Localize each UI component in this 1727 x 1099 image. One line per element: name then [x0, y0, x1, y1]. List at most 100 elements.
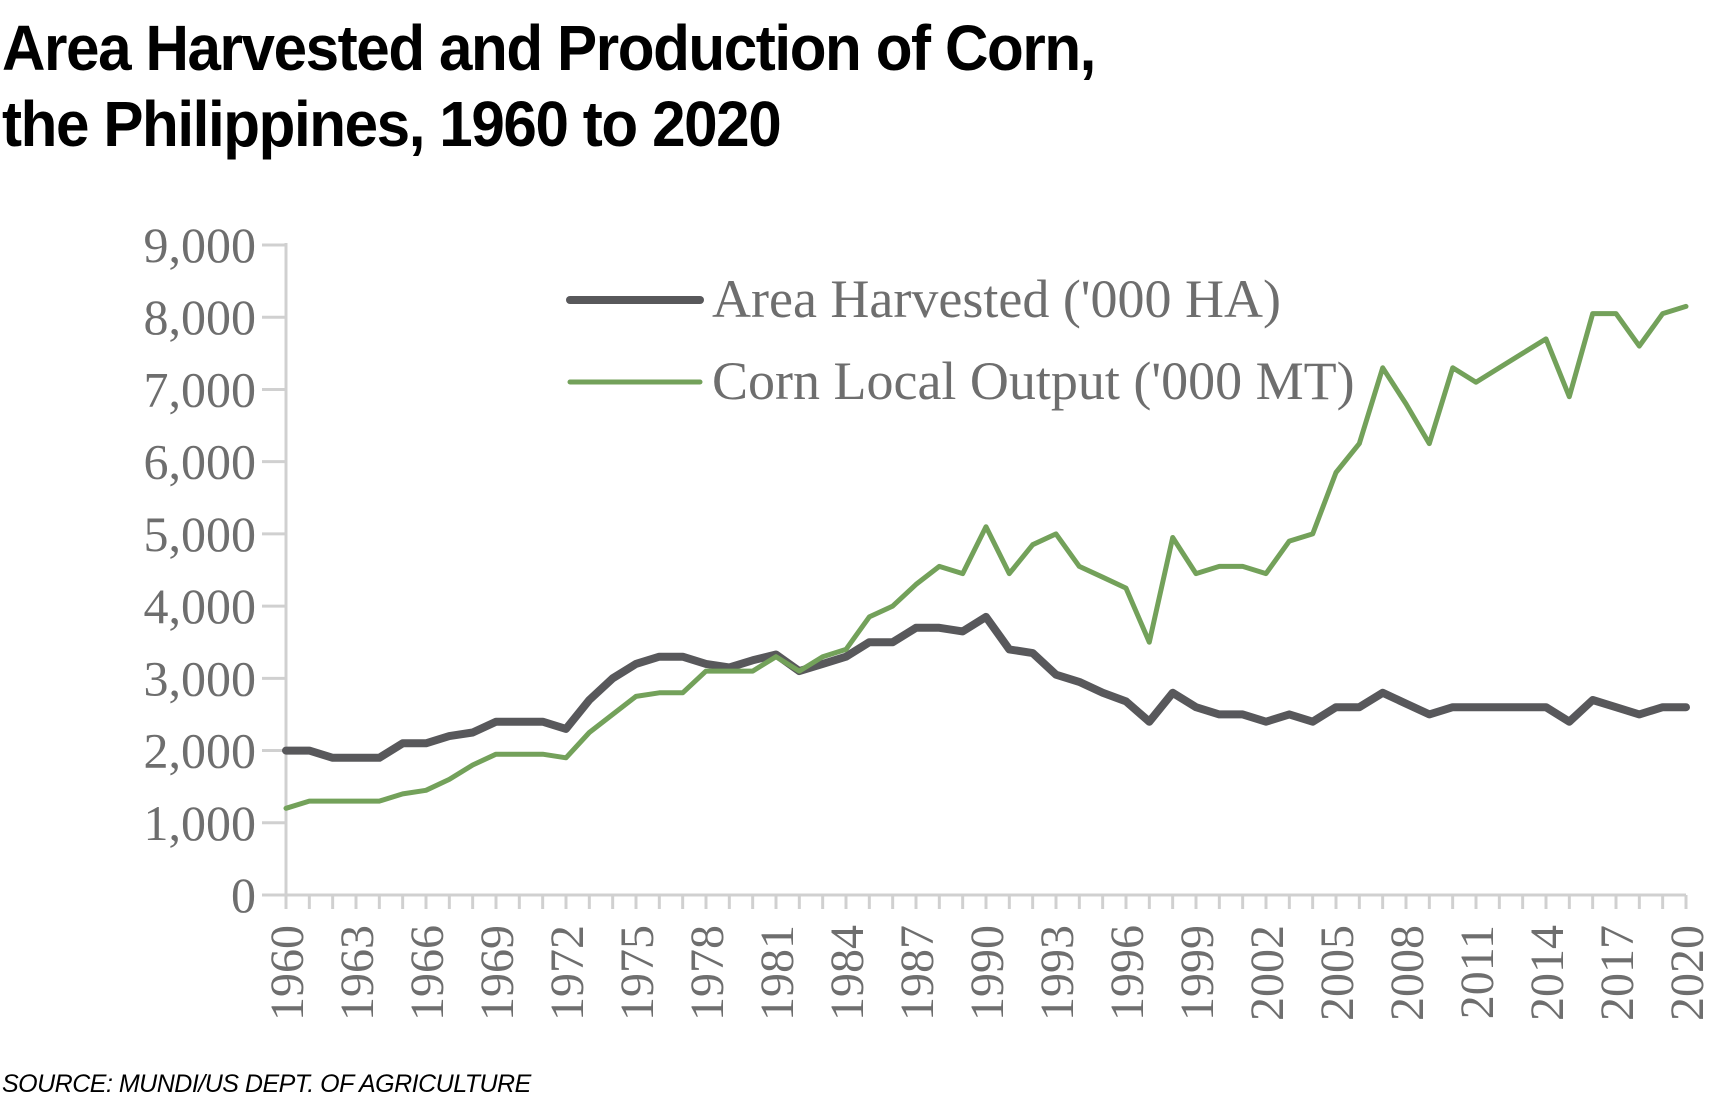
data-point — [284, 806, 288, 810]
data-point — [1217, 712, 1221, 716]
data-point — [1101, 691, 1105, 695]
series-line-corn-output — [283, 303, 1689, 811]
data-point — [331, 799, 335, 803]
data-point — [1007, 647, 1011, 651]
data-point — [1684, 705, 1688, 709]
data-point — [961, 572, 965, 576]
data-point — [587, 698, 591, 702]
data-point — [984, 615, 988, 619]
data-point — [1077, 564, 1081, 568]
legend-label: Corn Local Output ('000 MT) — [712, 351, 1355, 411]
data-point — [797, 669, 801, 673]
x-tick-label: 1993 — [1031, 925, 1084, 1021]
data-point — [1031, 543, 1035, 547]
data-point — [284, 749, 288, 753]
data-point — [517, 720, 521, 724]
data-point — [1241, 564, 1245, 568]
data-point — [1124, 699, 1128, 703]
y-tick-label: 6,000 — [144, 434, 257, 490]
data-point — [377, 799, 381, 803]
data-point — [541, 752, 545, 756]
data-point — [1427, 442, 1431, 446]
data-point — [1054, 673, 1058, 677]
data-point — [891, 640, 895, 644]
x-tick-label: 1960 — [261, 925, 314, 1021]
data-point — [1474, 705, 1478, 709]
data-point — [704, 662, 708, 666]
x-tick-label: 1972 — [541, 925, 594, 1021]
data-point — [937, 564, 941, 568]
data-point — [634, 662, 638, 666]
data-point — [657, 655, 661, 659]
x-tick-label: 1987 — [891, 925, 944, 1021]
data-point — [471, 763, 475, 767]
data-point — [1171, 536, 1175, 540]
data-point — [681, 655, 685, 659]
data-point — [1451, 705, 1455, 709]
data-point — [1147, 720, 1151, 724]
data-point — [401, 792, 405, 796]
data-point — [1381, 366, 1385, 370]
data-point — [1521, 351, 1525, 355]
x-tick-label: 2014 — [1521, 925, 1574, 1021]
data-point — [821, 662, 825, 666]
x-tick-label: 1984 — [821, 925, 874, 1021]
x-tick-label: 1966 — [401, 925, 454, 1021]
data-point — [1241, 712, 1245, 716]
data-point — [564, 756, 568, 760]
data-point — [587, 731, 591, 735]
y-tick-label: 3,000 — [144, 650, 257, 706]
data-point — [447, 734, 451, 738]
x-tick-label: 2020 — [1661, 925, 1714, 1021]
data-point — [1614, 705, 1618, 709]
data-point — [1054, 532, 1058, 536]
data-point — [424, 741, 428, 745]
x-tick-label: 2005 — [1311, 925, 1364, 1021]
data-point — [937, 626, 941, 630]
data-point — [1171, 691, 1175, 695]
data-point — [844, 655, 848, 659]
data-point — [331, 756, 335, 760]
data-point — [1591, 312, 1595, 316]
data-point — [494, 752, 498, 756]
data-point — [1077, 680, 1081, 684]
chart-title-line-2: the Philippines, 1960 to 2020 — [2, 88, 782, 160]
data-point — [984, 525, 988, 529]
data-point — [1031, 651, 1035, 655]
data-point — [517, 752, 521, 756]
data-point — [471, 731, 475, 735]
data-point — [1661, 705, 1665, 709]
x-tick-label: 1981 — [751, 925, 804, 1021]
data-point — [1567, 720, 1571, 724]
data-point — [354, 756, 358, 760]
series-line-area-harvested — [282, 612, 1690, 762]
data-point — [611, 676, 615, 680]
data-point — [307, 749, 311, 753]
y-tick-label: 4,000 — [144, 578, 257, 634]
data-point — [1124, 586, 1128, 590]
data-point — [1404, 702, 1408, 706]
data-point — [1544, 337, 1548, 341]
data-point — [1264, 572, 1268, 576]
data-point — [914, 582, 918, 586]
data-point — [1334, 471, 1338, 475]
data-point — [821, 655, 825, 659]
data-point — [1217, 564, 1221, 568]
y-tick-label: 8,000 — [144, 289, 257, 345]
data-point — [751, 658, 755, 662]
y-tick-label: 2,000 — [144, 723, 257, 779]
x-tick-label: 1996 — [1101, 925, 1154, 1021]
source-note: SOURCE: MUNDI/US DEPT. OF AGRICULTURE — [2, 1070, 531, 1098]
legend-label: Area Harvested ('000 HA) — [712, 269, 1281, 329]
x-tick-label: 1978 — [681, 925, 734, 1021]
y-tick-label: 7,000 — [144, 361, 257, 417]
data-point — [1334, 705, 1338, 709]
x-tick-label: 2002 — [1241, 925, 1294, 1021]
data-point — [1614, 312, 1618, 316]
data-point — [494, 720, 498, 724]
data-point — [1591, 698, 1595, 702]
data-point — [1311, 720, 1315, 724]
data-point — [1637, 344, 1641, 348]
y-tick-label: 5,000 — [144, 506, 257, 562]
